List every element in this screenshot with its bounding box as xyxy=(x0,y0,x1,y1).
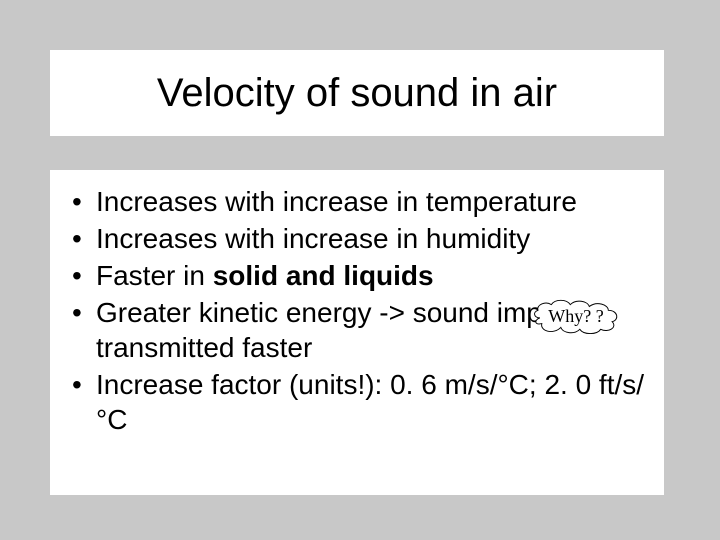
bullet-item: Greater kinetic energy -> sound impulse … xyxy=(68,295,646,365)
bullet-text: Increases with increase in temperature xyxy=(96,186,577,217)
bullet-text: Faster in xyxy=(96,260,213,291)
bullet-text: Increases with increase in humidity xyxy=(96,223,530,254)
bullet-item: Increase factor (units!): 0. 6 m/s/°C; 2… xyxy=(68,367,646,437)
bullet-list: Increases with increase in temperature I… xyxy=(68,184,646,437)
bullet-text: Increase factor (units!): 0. 6 m/s/°C; 2… xyxy=(96,369,644,435)
bullet-text: Greater kinetic energy -> sound impulse … xyxy=(96,297,593,363)
slide-title: Velocity of sound in air xyxy=(157,71,557,116)
bullet-item: Faster in solid and liquids xyxy=(68,258,646,293)
content-box: Increases with increase in temperature I… xyxy=(50,170,664,495)
bullet-item: Increases with increase in temperature xyxy=(68,184,646,219)
bullet-item: Increases with increase in humidity xyxy=(68,221,646,256)
title-box: Velocity of sound in air xyxy=(50,50,664,136)
bullet-bold: solid and liquids xyxy=(213,260,434,291)
